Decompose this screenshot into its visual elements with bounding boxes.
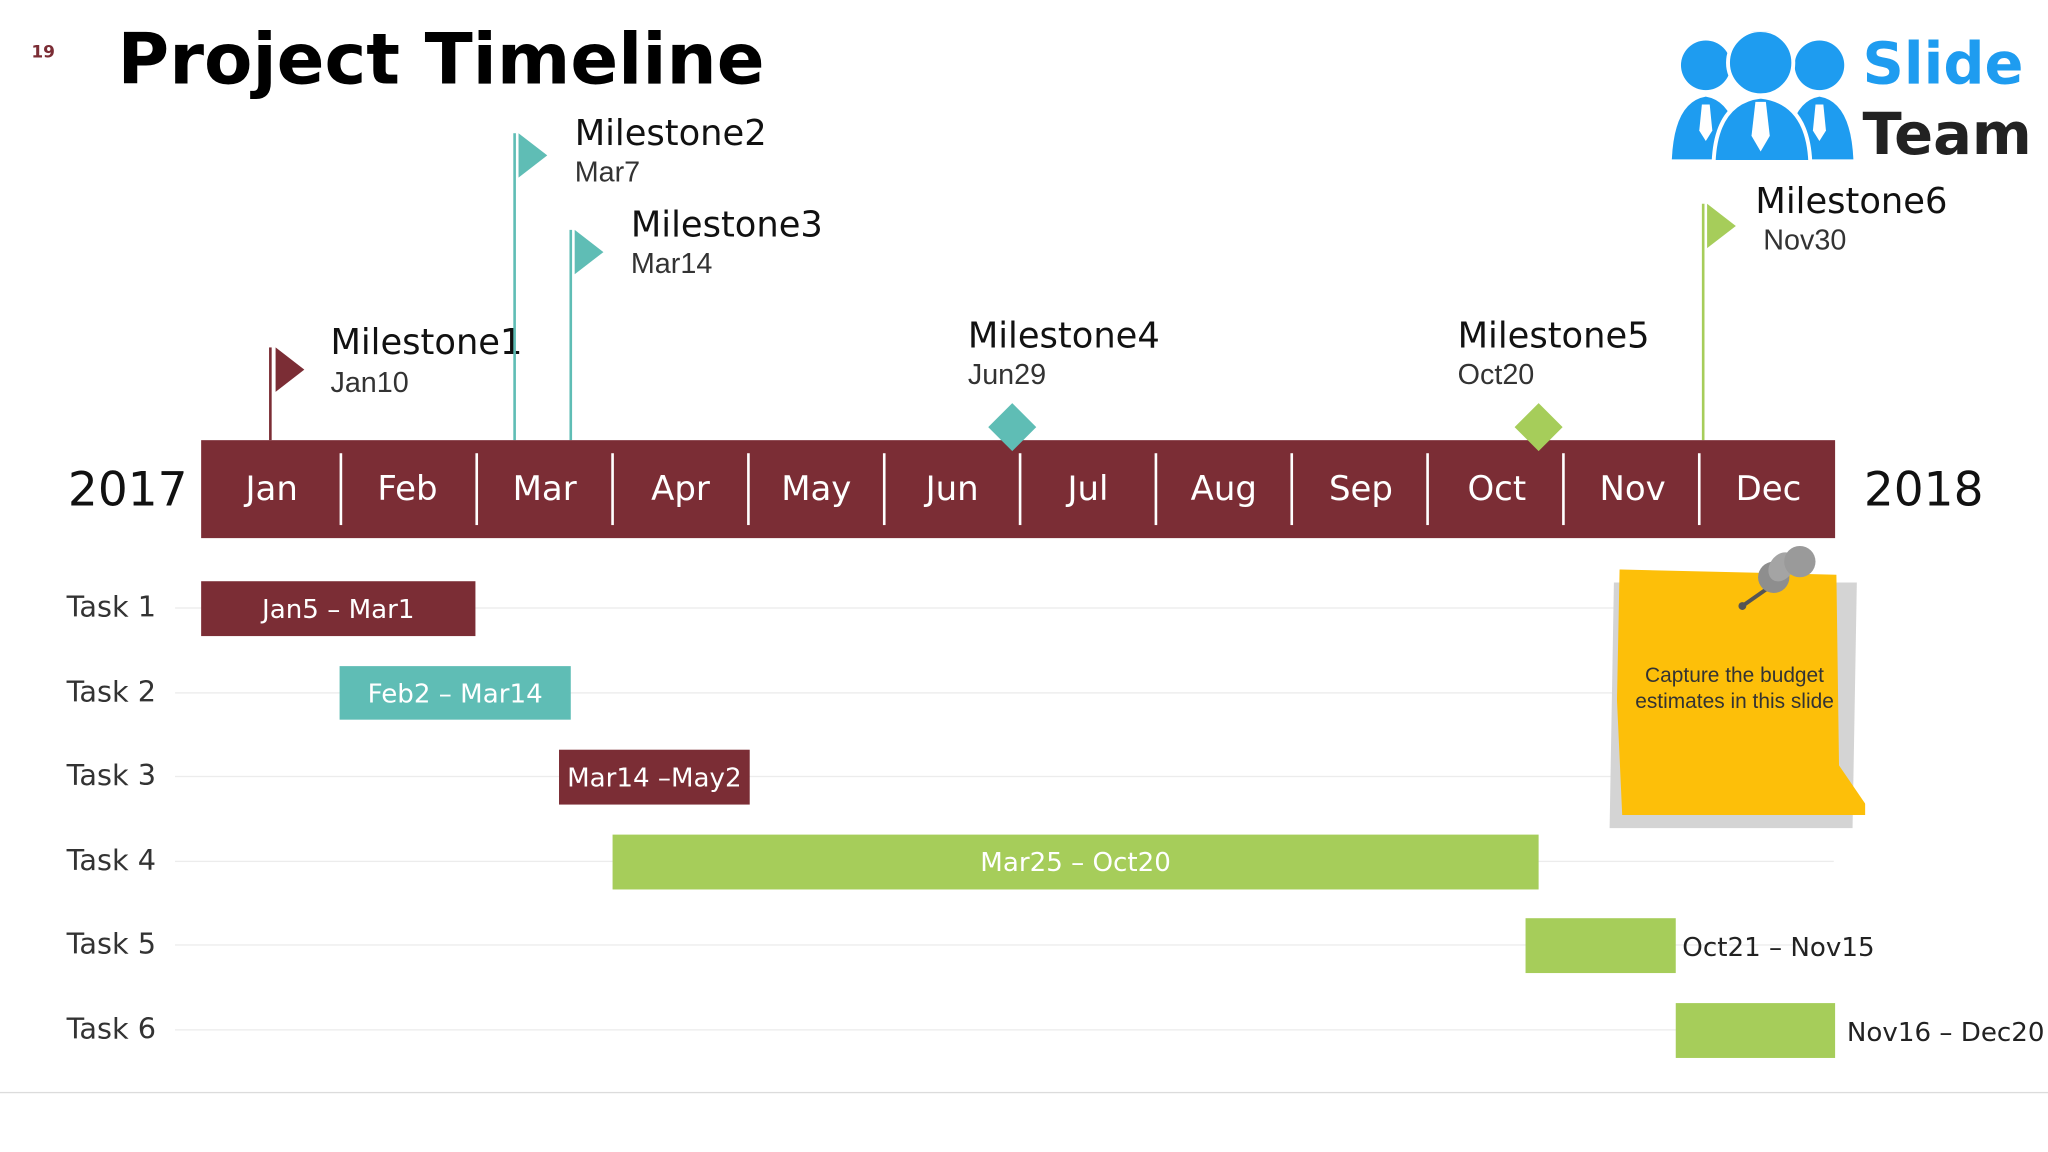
month-mar: Mar	[512, 469, 577, 509]
task1-range: Jan5 – Mar1	[262, 592, 415, 625]
sticky-note	[1616, 569, 1866, 816]
month-separator	[1018, 453, 1022, 526]
row-gridline	[175, 1029, 1834, 1031]
milestone2-name: Milestone2	[574, 113, 767, 155]
task5-bar	[1525, 918, 1676, 974]
month-separator	[882, 453, 886, 526]
task4-range: Mar25 – Oct20	[980, 846, 1171, 878]
page-title: Project Timeline	[117, 18, 765, 101]
task3-label: Task 3	[66, 760, 157, 793]
end-year: 2018	[1863, 463, 1984, 518]
month-jun: Jun	[925, 469, 979, 509]
task1-bar: Jan5 – Mar1	[201, 581, 476, 637]
slide-number: 19	[31, 43, 55, 63]
logo-word-slide: Slide	[1862, 31, 2024, 98]
start-year: 2017	[67, 463, 188, 518]
milestone1-pole	[269, 347, 272, 441]
month-separator	[1562, 453, 1565, 526]
month-oct: Oct	[1467, 469, 1527, 509]
task3-bar: Mar14 –May2	[559, 749, 750, 805]
task6-label: Task 6	[66, 1013, 157, 1047]
month-separator	[611, 453, 614, 526]
month-nov: Nov	[1599, 469, 1666, 509]
milestone2-flag-icon	[518, 133, 548, 178]
milestone1-date: Jan10	[330, 365, 409, 399]
month-separator	[339, 453, 343, 526]
month-separator	[1154, 453, 1158, 526]
month-separator	[1697, 453, 1701, 526]
task4-bar: Mar25 – Oct20	[612, 834, 1539, 890]
month-sep: Sep	[1328, 469, 1393, 509]
month-dec: Dec	[1735, 469, 1802, 509]
task5-range: Oct21 – Nov15	[1682, 931, 1875, 963]
task3-range: Mar14 –May2	[567, 761, 742, 793]
month-jan: Jan	[245, 469, 298, 509]
task1-label: Task 1	[66, 591, 157, 625]
milestone2-pole	[513, 133, 516, 441]
month-jul: Jul	[1067, 469, 1109, 509]
month-separator	[475, 453, 479, 526]
milestone2-date: Mar7	[574, 155, 641, 189]
logo-word-team: Team	[1862, 101, 2032, 169]
milestone5-date: Oct20	[1457, 357, 1535, 391]
milestone5-name: Milestone5	[1457, 316, 1650, 357]
task6-bar	[1675, 1003, 1836, 1058]
task2-range: Feb2 – Mar14	[367, 677, 543, 709]
month-feb: Feb	[377, 469, 438, 509]
milestone1-flag-icon	[275, 347, 305, 392]
milestone6-flag-icon	[1707, 203, 1736, 249]
month-aug: Aug	[1190, 469, 1257, 509]
milestone3-date: Mar14	[630, 246, 713, 280]
milestone1-name: Milestone1	[330, 322, 523, 364]
task6-range: Nov16 – Dec20	[1846, 1016, 2045, 1048]
brand-logo: Slide Team	[1667, 28, 2032, 169]
row-gridline	[175, 692, 1834, 694]
milestone3-flag-icon	[574, 229, 604, 275]
milestone3-name: Milestone3	[630, 205, 823, 246]
milestone4-name: Milestone4	[967, 316, 1160, 357]
task2-label: Task 2	[66, 676, 157, 710]
row-gridline	[175, 775, 1834, 778]
task2-bar: Feb2 – Mar14	[339, 666, 571, 720]
month-apr: Apr	[651, 469, 710, 509]
month-band: Jan Feb Mar Apr May Jun Jul Aug Sep Oct …	[201, 440, 1836, 539]
month-separator	[1290, 453, 1294, 526]
row-gridline	[175, 607, 1834, 609]
sticky-note-text: Capture the budget estimates in this sli…	[1635, 664, 1834, 713]
month-may: May	[781, 469, 852, 509]
row-gridline	[175, 944, 1834, 946]
milestone6-name: Milestone6	[1755, 181, 1948, 223]
milestone4-date: Jun29	[967, 357, 1047, 391]
task4-label: Task 4	[66, 845, 157, 878]
milestone6-date: Nov30	[1763, 223, 1847, 256]
month-separator	[1426, 453, 1429, 526]
milestone3-pole	[569, 229, 573, 441]
push-pin-icon	[1738, 545, 1816, 610]
month-separator	[747, 453, 750, 526]
footer-divider	[0, 1091, 2048, 1094]
milestone6-pole	[1701, 203, 1705, 441]
team-people-icon	[1671, 28, 1854, 164]
task5-label: Task 5	[66, 928, 157, 962]
